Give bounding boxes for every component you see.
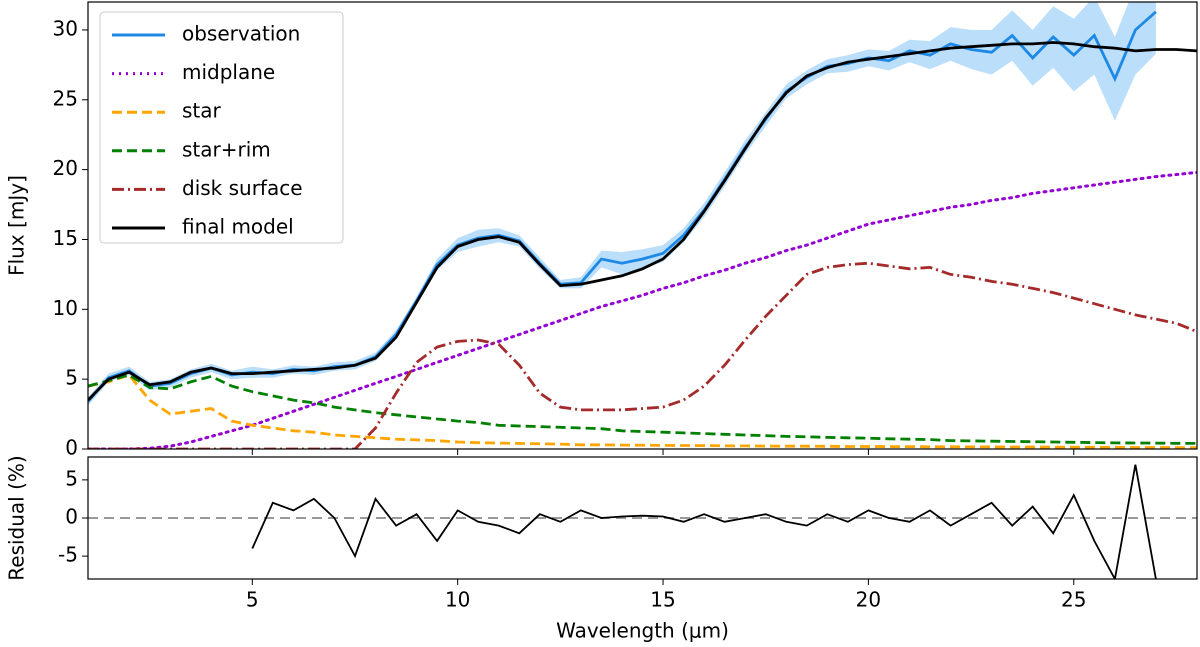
y-tick-label: 30 xyxy=(53,16,78,40)
series-line xyxy=(88,373,1197,449)
legend-label: star xyxy=(182,99,222,123)
x-tick-label: 10 xyxy=(445,588,470,612)
legend-label: star+rim xyxy=(182,137,271,161)
y-tick-label: -5 xyxy=(58,543,78,567)
legend-label: observation xyxy=(182,22,300,46)
y-tick-label: 0 xyxy=(65,436,78,460)
x-tick-label: 25 xyxy=(1061,588,1086,612)
series-line xyxy=(88,261,1197,449)
legend-label: midplane xyxy=(182,60,275,84)
axes-frame xyxy=(87,456,1198,580)
plot-area xyxy=(88,2,1197,449)
series-line xyxy=(88,373,1197,445)
series-line xyxy=(88,41,1197,402)
y-tick-label: 15 xyxy=(53,226,78,250)
series-line xyxy=(88,170,1197,449)
axes-frame xyxy=(87,1,1198,450)
legend: observation midplane star star+rim disk surf… xyxy=(99,11,344,244)
y-tick-label: 5 xyxy=(65,366,78,390)
y-tick-label: 25 xyxy=(53,86,78,110)
residual-line xyxy=(251,464,1157,579)
x-tick-label: 20 xyxy=(856,588,881,612)
y-tick-label: 5 xyxy=(65,466,78,490)
y-axis-label: Residual (%) xyxy=(5,455,29,580)
x-axis-label: Wavelength (μm) xyxy=(556,619,729,643)
legend-box xyxy=(99,11,344,244)
y-tick-label: 0 xyxy=(65,505,78,529)
plot-area xyxy=(88,464,1197,579)
y-tick-label: 10 xyxy=(53,296,78,320)
legend-label: disk surface xyxy=(182,176,303,200)
y-axis-label: Flux [mJy] xyxy=(5,175,29,276)
x-tick-label: 5 xyxy=(246,588,259,612)
y-tick-label: 20 xyxy=(53,156,78,180)
x-tick-label: 15 xyxy=(650,588,675,612)
legend-label: final model xyxy=(182,215,294,239)
